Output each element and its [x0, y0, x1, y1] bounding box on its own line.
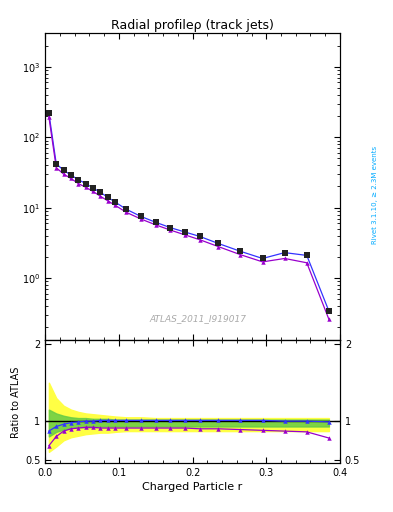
X-axis label: Charged Particle r: Charged Particle r	[142, 482, 243, 493]
Title: Radial profileρ (track jets): Radial profileρ (track jets)	[111, 19, 274, 32]
Y-axis label: Ratio to ATLAS: Ratio to ATLAS	[11, 366, 21, 438]
Text: Rivet 3.1.10, ≥ 2.3M events: Rivet 3.1.10, ≥ 2.3M events	[372, 145, 378, 244]
Text: ATLAS_2011_I919017: ATLAS_2011_I919017	[150, 314, 247, 324]
